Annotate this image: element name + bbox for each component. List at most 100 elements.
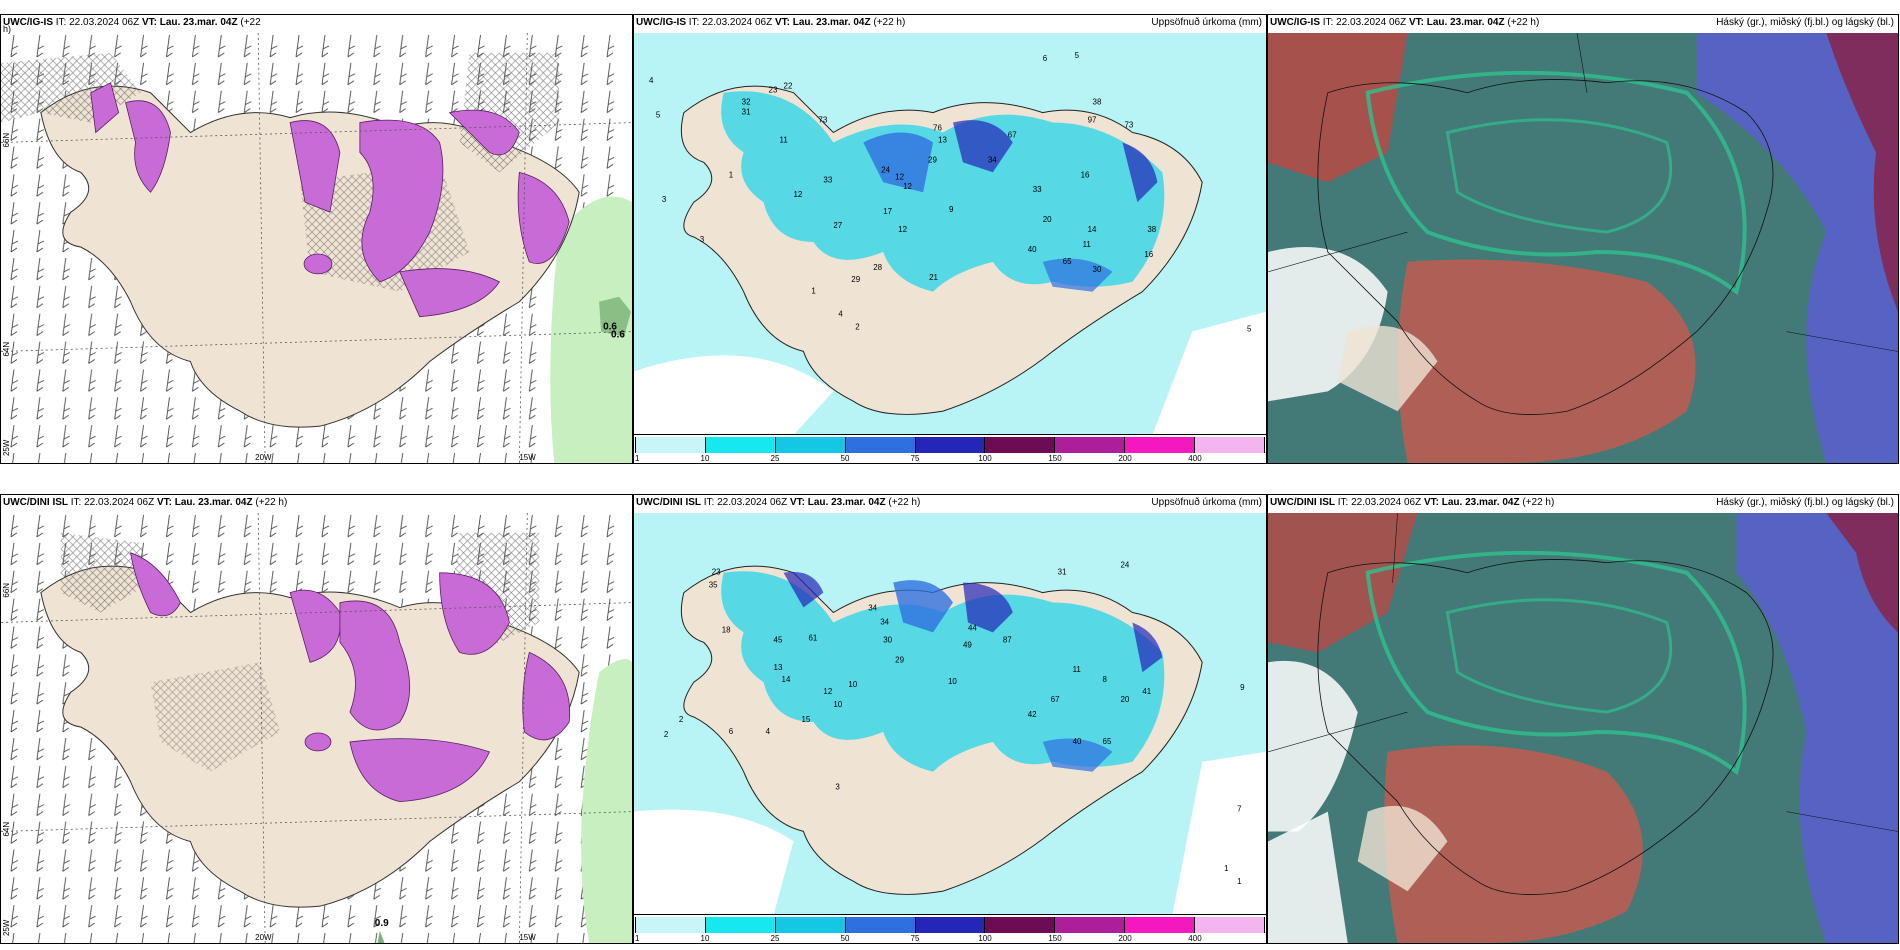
init-time: IT: 22.03.2024 06Z: [70, 497, 155, 508]
colorbar-label: 25: [770, 934, 780, 943]
precip-number: 21: [929, 273, 938, 282]
precip-number: 34: [880, 617, 889, 626]
colorbar-swatch: [775, 917, 846, 933]
low-cloud-east: [1736, 513, 1898, 943]
precip-number: 12: [823, 687, 832, 696]
map-graphic: 4 5 3 1 3 11 32 31 23 22 73 12 33 24 12 …: [634, 33, 1266, 435]
precip-number: 49: [963, 640, 972, 649]
precip-colorbar: 1 10 25 50 75 100 150 200 400: [634, 914, 1266, 943]
precip-number: 6: [729, 727, 734, 736]
precip-number: 38: [1147, 225, 1156, 234]
precip-number: 65: [1103, 737, 1112, 746]
wind-snow-map: 0.9 20W 15W 66N 64N 25W: [1, 513, 632, 943]
init-time: IT: 22.03.2024 06Z: [703, 497, 788, 508]
precip-number: 11: [780, 135, 789, 144]
precip-number: 18: [722, 625, 731, 634]
valid-time: VT: Lau. 23.mar. 04Z: [1408, 17, 1505, 28]
value-label: 0.6: [611, 330, 625, 341]
precip-number: 2: [679, 715, 684, 724]
precip-number: 12: [793, 190, 802, 199]
precip-number: 14: [1088, 225, 1097, 234]
colorbar-label: 400: [1188, 934, 1202, 943]
init-time: IT: 22.03.2024 06Z: [1322, 17, 1407, 28]
panel-header: UWC/DINI ISL IT: 22.03.2024 06Z VT: Lau.…: [636, 497, 1262, 513]
model-name: UWC/DINI ISL: [3, 497, 68, 508]
precip-number: 15: [801, 715, 810, 724]
colorbar-label: 10: [700, 454, 710, 463]
precip-area-heavy-e: [1122, 142, 1158, 203]
cloud-contour-green: [1365, 550, 1747, 776]
precip-number: 2: [855, 323, 860, 332]
snow-band-5: [522, 651, 571, 741]
precip-number: 76: [933, 124, 942, 133]
colorbar-label: 400: [1188, 454, 1202, 463]
precip-number: 5: [656, 111, 661, 120]
panel-title: Uppsöfnuð úrkoma (mm): [1151, 497, 1262, 508]
precip-number: 24: [881, 165, 890, 174]
lat-label-64n: 64N: [2, 822, 11, 837]
colorbar-labels: 1 10 25 50 75 100 150 200 400: [635, 454, 1265, 463]
snow-band-3: [359, 119, 444, 283]
mid-cloud-nw: [1268, 33, 1408, 183]
precip-number: 3: [700, 235, 705, 244]
precip-number: 16: [1081, 170, 1090, 179]
precip-number: 67: [1051, 695, 1060, 704]
panel-bot-mid: UWC/DINI ISL IT: 22.03.2024 06Z VT: Lau.…: [633, 494, 1267, 944]
precip-number: 10: [848, 680, 857, 689]
panel-title: Háský (gr.), miðský (fj.bl.) og lágský (…: [1716, 497, 1894, 508]
precip-number: 16: [1144, 250, 1153, 259]
low-cloud-east: [1696, 33, 1898, 463]
colorbar-label: 10: [700, 934, 710, 943]
lead-time: (+22 h): [873, 17, 906, 28]
model-name: UWC/DINI ISL: [636, 497, 701, 508]
precip-number: 28: [873, 263, 882, 272]
map-graphic: [1268, 33, 1898, 463]
precip-number: 33: [1033, 185, 1042, 194]
precip-number: 13: [774, 663, 783, 672]
precip-area-mid: [863, 132, 934, 193]
land-visible: [1357, 805, 1448, 892]
mid-cloud-south: [1384, 745, 1643, 943]
precip-number: 40: [1028, 245, 1037, 254]
precip-number: 10: [833, 700, 842, 709]
precip-number: 44: [968, 623, 977, 632]
precip-number: 17: [883, 207, 892, 216]
cloud-contour-green-inner: [1445, 118, 1673, 234]
precip-number: 87: [1003, 635, 1012, 644]
value-label: 0.6: [603, 322, 617, 333]
valid-time: VT: Lau. 23.mar. 04Z: [156, 497, 253, 508]
colorbar-label: 200: [1118, 934, 1132, 943]
lead-time: (+22 h): [888, 497, 921, 508]
precip-colorbar: 1 10 25 50 75 100 150 200 400: [634, 434, 1266, 463]
lead-time: (+22 h): [1522, 497, 1555, 508]
cloud-contour-green-inner: [1445, 598, 1673, 714]
wind-snow-map: 0.6 0.6 20W 15W 66N 64N 25W: [1, 33, 632, 463]
colorbar-label: 200: [1118, 454, 1132, 463]
precip-number: 61: [808, 633, 817, 642]
precip-number: 1: [1224, 864, 1229, 873]
colorbar-label: 50: [840, 934, 850, 943]
precip-number: 34: [868, 604, 877, 613]
precip-number: 23: [769, 86, 778, 95]
valid-time: VT: Lau. 23.mar. 04Z: [789, 497, 886, 508]
clear-area-sw: [1268, 811, 1348, 943]
colorbar-swatch: [985, 917, 1056, 933]
precip-number: 9: [1240, 683, 1245, 692]
precip-number: 1: [1237, 877, 1242, 886]
colorbar-labels: 1 10 25 50 75 100 150 200 400: [635, 934, 1265, 943]
snow-band-4: [439, 572, 510, 655]
colorbar-swatch: [1055, 917, 1126, 933]
precip-number: 97: [1088, 116, 1097, 125]
precip-number: 4: [649, 76, 654, 85]
precip-number: 40: [1073, 737, 1082, 746]
panel-bot-right: UWC/DINI ISL IT: 22.03.2024 06Z VT: Lau.…: [1267, 494, 1899, 944]
precip-area-mid: [893, 580, 953, 633]
model-name: UWC/IG-IS: [3, 17, 53, 28]
green-precip-core: [599, 296, 632, 337]
colorbar-swatch: [775, 437, 846, 453]
precip-number: 32: [742, 98, 751, 107]
precip-number: 67: [1008, 130, 1017, 139]
precip-number: 23: [712, 568, 721, 577]
snow-band-6: [399, 268, 501, 318]
lat-label-25w: 25W: [2, 439, 11, 456]
